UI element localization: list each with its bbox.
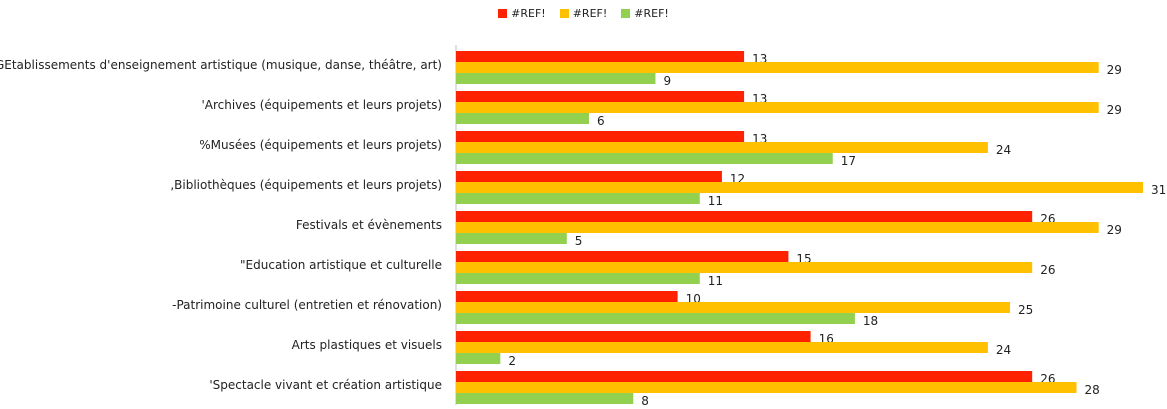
bar-series-1 bbox=[456, 131, 745, 142]
bar-series-3 bbox=[456, 353, 501, 364]
data-label: 31 bbox=[1151, 183, 1166, 197]
bar-series-2 bbox=[456, 262, 1033, 273]
data-label: 2 bbox=[508, 354, 516, 368]
category-label: 'Archives (équipements et leurs projets) bbox=[201, 98, 442, 112]
legend-label: #REF! bbox=[572, 7, 608, 20]
bar-series-1 bbox=[456, 51, 745, 62]
data-label: 29 bbox=[1107, 103, 1122, 117]
bar-series-2 bbox=[456, 182, 1143, 193]
legend-swatch-red bbox=[498, 9, 508, 18]
bar-series-2 bbox=[456, 222, 1099, 233]
legend-swatch-yellow bbox=[559, 9, 569, 18]
bar-series-2 bbox=[456, 342, 988, 353]
category-label: %Musées (équipements et leurs projets) bbox=[199, 138, 442, 152]
category-label: ,Bibliothèques (équipements et leurs pro… bbox=[170, 178, 442, 192]
data-label: 8 bbox=[641, 394, 649, 408]
bar-series-1 bbox=[456, 171, 722, 182]
bar-series-1 bbox=[456, 291, 678, 302]
data-label: 24 bbox=[996, 343, 1011, 357]
bar-series-3 bbox=[456, 113, 589, 124]
bar-series-3 bbox=[456, 233, 567, 244]
bar-series-3 bbox=[456, 73, 656, 84]
data-label: 17 bbox=[841, 154, 856, 168]
data-label: 11 bbox=[708, 274, 723, 288]
data-label: 29 bbox=[1107, 223, 1122, 237]
category-label: Arts plastiques et visuels bbox=[292, 338, 442, 352]
chart-legend: #REF! #REF! #REF! bbox=[0, 7, 1167, 20]
legend-label: #REF! bbox=[511, 7, 546, 20]
bar-series-3 bbox=[456, 193, 700, 204]
data-label: 25 bbox=[1018, 303, 1033, 317]
data-label: 9 bbox=[663, 74, 671, 88]
bar-series-2 bbox=[456, 62, 1099, 73]
bar-series-3 bbox=[456, 153, 833, 164]
bar-series-3 bbox=[456, 393, 634, 404]
legend-item-series-1: #REF! bbox=[498, 7, 546, 20]
data-label: 26 bbox=[1040, 263, 1055, 277]
legend-swatch-green bbox=[621, 9, 631, 18]
data-label: 5 bbox=[575, 234, 583, 248]
category-label: -Patrimoine culturel (entretien et rénov… bbox=[172, 298, 442, 312]
bar-series-1 bbox=[456, 331, 811, 342]
category-label: "Education artistique et culturelle bbox=[240, 258, 442, 272]
bar-series-2 bbox=[456, 302, 1011, 313]
bar-series-3 bbox=[456, 313, 855, 324]
bar-series-1 bbox=[456, 371, 1033, 382]
category-label: GEtablissements d'enseignement artistiqu… bbox=[0, 58, 442, 72]
data-label: 24 bbox=[996, 143, 1011, 157]
bar-series-2 bbox=[456, 142, 988, 153]
data-label: 28 bbox=[1085, 383, 1100, 397]
legend-item-series-2: #REF! bbox=[559, 7, 608, 20]
legend-item-series-3: #REF! bbox=[621, 7, 669, 20]
data-label: 11 bbox=[708, 194, 723, 208]
bar-series-3 bbox=[456, 273, 700, 284]
bar-series-2 bbox=[456, 102, 1099, 113]
category-label: 'Spectacle vivant et création artistique bbox=[209, 378, 442, 392]
data-label: 29 bbox=[1107, 63, 1122, 77]
data-label: 18 bbox=[863, 314, 878, 328]
data-label: 6 bbox=[597, 114, 605, 128]
bar-series-1 bbox=[456, 251, 789, 262]
bar-series-1 bbox=[456, 91, 745, 102]
legend-label: #REF! bbox=[634, 7, 669, 20]
bar-series-2 bbox=[456, 382, 1077, 393]
category-label: Festivals et évènements bbox=[296, 218, 442, 232]
bar-series-1 bbox=[456, 211, 1033, 222]
